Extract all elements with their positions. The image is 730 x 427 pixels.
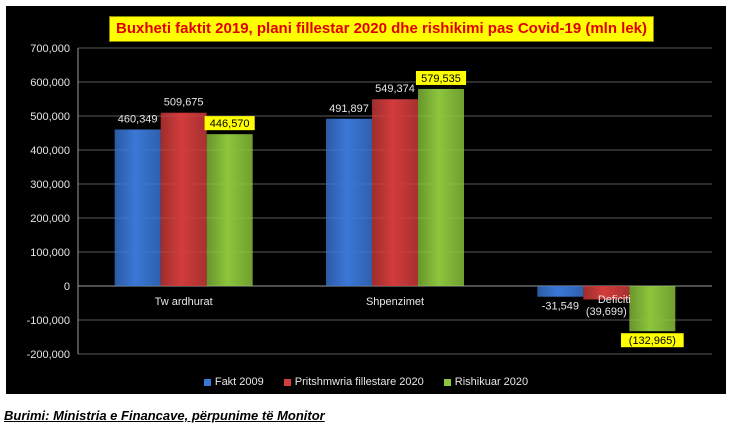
data-label: 509,675 <box>164 97 204 109</box>
legend: Fakt 2009 Pritshmwria fillestare 2020 Rish… <box>6 376 726 388</box>
data-label: (39,699) <box>586 306 627 318</box>
y-tick-label: 600,000 <box>30 77 70 89</box>
category-labels: Tw ardhurat Shpenzimet Deficiti <box>155 294 631 308</box>
y-tick-label: 300,000 <box>30 179 70 191</box>
data-labels: 460,349 509,675 446,570 491,897 549,374 579,5… <box>118 70 684 348</box>
bar <box>160 112 207 286</box>
y-axis: 700,000 600,000 500,000 400,000 300,000 200,0… <box>27 43 79 361</box>
y-tick-label: -100,000 <box>27 315 70 327</box>
bar <box>114 129 161 286</box>
data-label: 491,897 <box>329 103 369 115</box>
data-label: (132,965) <box>629 335 676 347</box>
bar <box>326 118 372 286</box>
data-label-highlight <box>415 70 467 85</box>
legend-item: Fakt 2009 <box>203 376 264 388</box>
legend-label: Rishikuar 2020 <box>454 376 529 388</box>
chart-frame: Buxheti faktit 2019, plani fillestar 202… <box>6 6 726 394</box>
data-label: 579,535 <box>421 73 461 85</box>
chart-title: Buxheti faktit 2019, plani fillestar 202… <box>109 16 655 42</box>
y-tick-label: 100,000 <box>30 247 70 259</box>
data-label-highlight <box>204 116 255 131</box>
y-tick-label: 400,000 <box>30 145 70 157</box>
bar <box>372 99 418 287</box>
bar <box>629 286 676 332</box>
y-tick-label: 0 <box>64 281 70 293</box>
legend-item: Rishikuar 2020 <box>443 376 529 388</box>
bar <box>418 88 464 286</box>
data-label-highlight <box>620 333 684 348</box>
y-tick-label: 700,000 <box>30 43 70 55</box>
category-label: Shpenzimet <box>366 296 424 308</box>
bar-chart-plot: 700,000 600,000 500,000 400,000 300,000 200,0… <box>27 43 712 361</box>
bar <box>206 134 253 286</box>
y-tick-label: 200,000 <box>30 213 70 225</box>
category-label: Deficiti <box>598 294 631 306</box>
legend-label: Fakt 2009 <box>214 376 264 388</box>
bar <box>537 286 584 297</box>
data-label: 460,349 <box>118 113 158 125</box>
legend-label: Pritshmwria fillestare 2020 <box>294 376 424 388</box>
data-label: -31,549 <box>542 301 579 313</box>
y-tick-label: -200,000 <box>27 349 70 361</box>
legend-swatch <box>283 378 291 386</box>
category-label: Tw ardhurat <box>155 296 213 308</box>
bar <box>583 286 630 300</box>
bars <box>114 88 676 332</box>
legend-swatch <box>203 378 211 386</box>
data-label: 446,570 <box>210 118 250 130</box>
legend-item: Pritshmwria fillestare 2020 <box>283 376 424 388</box>
y-tick-label: 500,000 <box>30 111 70 123</box>
source-note: Burimi: Ministria e Financave, përpunime… <box>4 408 325 423</box>
legend-swatch <box>443 378 451 386</box>
data-label: 549,374 <box>375 83 415 95</box>
